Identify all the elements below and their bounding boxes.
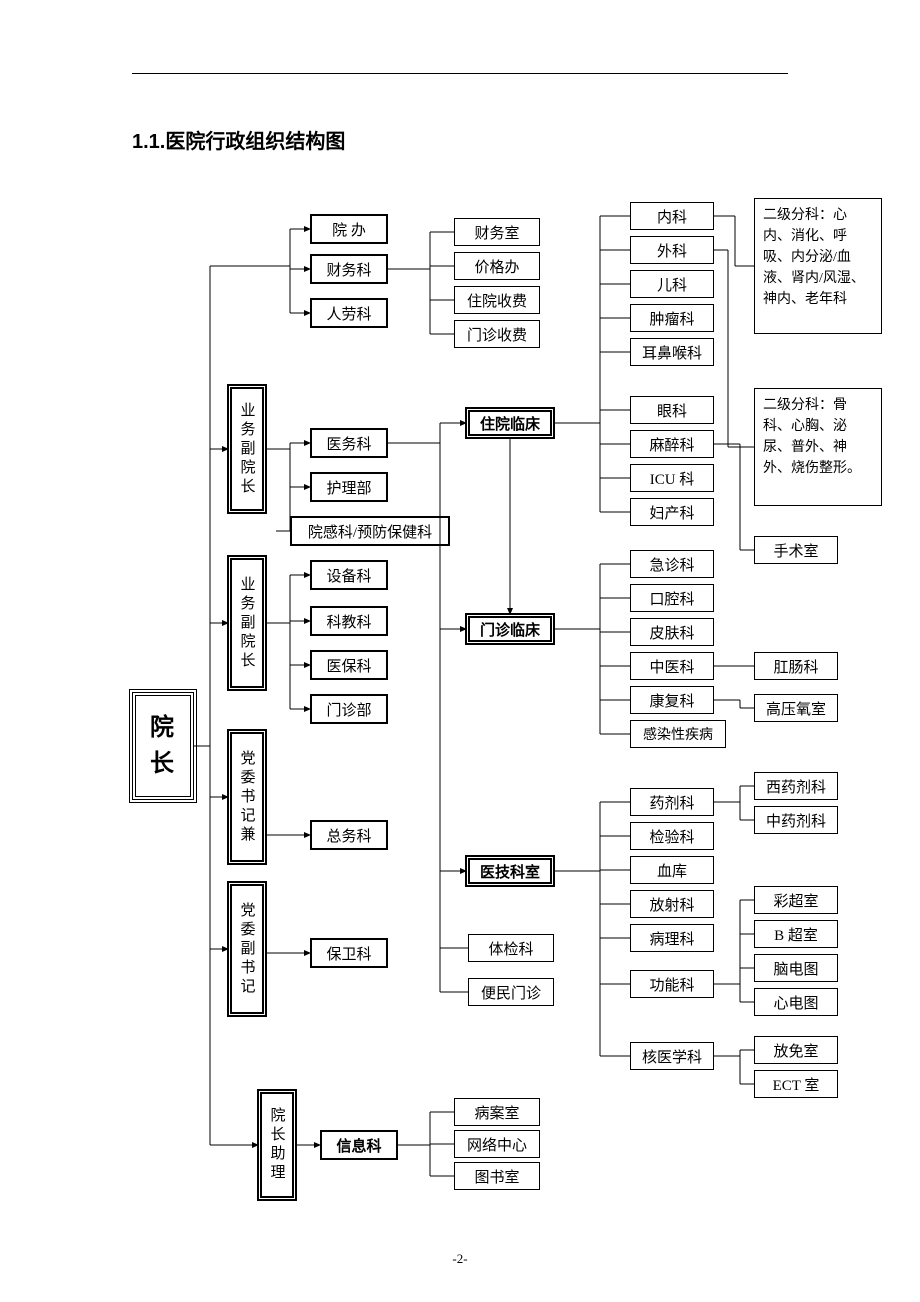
root-node: 院 长 <box>132 692 194 800</box>
admin-menzhen: 门诊部 <box>310 694 388 724</box>
right-xiyao: 西药剂科 <box>754 772 838 800</box>
inp-erke: 儿科 <box>630 270 714 298</box>
inp-mazui: 麻醉科 <box>630 430 714 458</box>
admin-huli: 护理部 <box>310 472 388 502</box>
note-inpatient2: 二级分科：骨科、心胸、泌尿、普外、神外、烧伤整形。 <box>754 388 882 506</box>
mt-jianyan: 检验科 <box>630 822 714 850</box>
out-kouqiang: 口腔科 <box>630 584 714 612</box>
info-bingan: 病案室 <box>454 1098 540 1126</box>
right-xindian: 心电图 <box>754 988 838 1016</box>
admin-baowei: 保卫科 <box>310 938 388 968</box>
right-ect: ECT 室 <box>754 1070 838 1098</box>
inp-waike: 外科 <box>630 236 714 264</box>
fin-zhuyuan: 住院收费 <box>454 286 540 314</box>
note-inpatient1: 二级分科：心内、消化、呼吸、内分泌/血液、肾内/风湿、神内、老年科 <box>754 198 882 334</box>
deputy-party-vice: 党委副书记 <box>228 882 266 1016</box>
out-ganran: 感染性疾病 <box>630 720 726 748</box>
inp-fuchanke: 妇产科 <box>630 498 714 526</box>
fin-jiageban: 价格办 <box>454 252 540 280</box>
group-medtech: 医技科室 <box>466 856 554 886</box>
inp-erbihou: 耳鼻喉科 <box>630 338 714 366</box>
out-kangfu: 康复科 <box>630 686 714 714</box>
right-surgery: 手术室 <box>754 536 838 564</box>
right-caichao: 彩超室 <box>754 886 838 914</box>
info-wangluo: 网络中心 <box>454 1130 540 1158</box>
inp-yanke: 眼科 <box>630 396 714 424</box>
admin-kejiao: 科教科 <box>310 606 388 636</box>
page-title: 1.1.医院行政组织结构图 <box>132 125 345 154</box>
inp-neike: 内科 <box>630 202 714 230</box>
admin-yuangan: 院感科/预防保健科 <box>290 516 450 546</box>
admin-yuanban: 院 办 <box>310 214 388 244</box>
admin-shebei: 设备科 <box>310 560 388 590</box>
right-gangchang: 肛肠科 <box>754 652 838 680</box>
deputy-biz2: 业务副院长 <box>228 556 266 690</box>
admin-caiwu: 财务科 <box>310 254 388 284</box>
out-zhongyi: 中医科 <box>630 652 714 680</box>
admin-zongwu: 总务科 <box>310 820 388 850</box>
group-outpatient: 门诊临床 <box>466 614 554 644</box>
mt-gongneng: 功能科 <box>630 970 714 998</box>
right-gaoyayang: 高压氧室 <box>754 694 838 722</box>
inp-zhongliu: 肿瘤科 <box>630 304 714 332</box>
admin-xinxi: 信息科 <box>320 1130 398 1160</box>
admin-yiwu: 医务科 <box>310 428 388 458</box>
mt-heyixue: 核医学科 <box>630 1042 714 1070</box>
mt-yaoji: 药剂科 <box>630 788 714 816</box>
right-bchao: B 超室 <box>754 920 838 948</box>
mt-bingli: 病理科 <box>630 924 714 952</box>
out-pifu: 皮肤科 <box>630 618 714 646</box>
inp-icu: ICU 科 <box>630 464 714 492</box>
fin-caiwushi: 财务室 <box>454 218 540 246</box>
group-inpatient: 住院临床 <box>466 408 554 438</box>
extra-bianmin: 便民门诊 <box>468 978 554 1006</box>
deputy-assistant: 院长助理 <box>258 1090 296 1200</box>
mt-fangshe: 放射科 <box>630 890 714 918</box>
admin-yibao: 医保科 <box>310 650 388 680</box>
out-jizhen: 急诊科 <box>630 550 714 578</box>
right-fangmian: 放免室 <box>754 1036 838 1064</box>
deputy-biz1: 业务副院长 <box>228 385 266 513</box>
admin-renlao: 人劳科 <box>310 298 388 328</box>
deputy-party-sec: 党委书记兼 <box>228 730 266 864</box>
page-number: -2- <box>0 1251 920 1267</box>
right-zhongyao: 中药剂科 <box>754 806 838 834</box>
mt-xueku: 血库 <box>630 856 714 884</box>
page-container: 1.1.医院行政组织结构图 -2- 院 长 业务副院长 业务副院长 党委书记兼 … <box>0 0 920 1302</box>
header-rule <box>132 73 788 74</box>
extra-tijian: 体检科 <box>468 934 554 962</box>
fin-menzhen: 门诊收费 <box>454 320 540 348</box>
info-tushu: 图书室 <box>454 1162 540 1190</box>
right-naodian: 脑电图 <box>754 954 838 982</box>
